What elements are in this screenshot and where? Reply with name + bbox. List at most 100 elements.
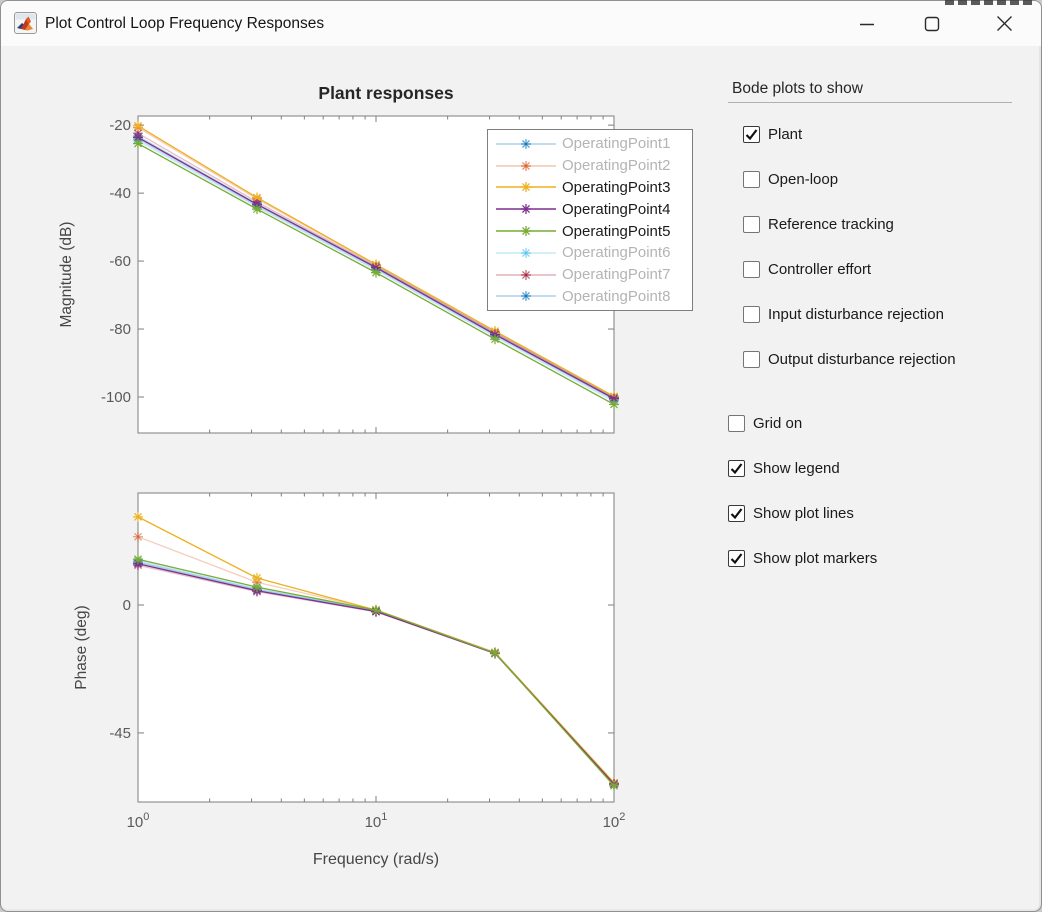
series-operatingpoint5-line: [137, 558, 615, 787]
window-title: Plot Control Loop Frequency Responses: [45, 15, 325, 32]
asterisk-marker: [371, 265, 381, 276]
magnitude-ytick-label: -80: [109, 321, 131, 338]
series-operatingpoint7-markers: [133, 560, 619, 789]
asterisk-marker: [133, 120, 143, 131]
asterisk-marker: [609, 393, 619, 404]
title-bar[interactable]: Plot Control Loop Frequency Responses: [1, 1, 1041, 46]
magnitude-ytick-label: -40: [109, 185, 131, 202]
asterisk-marker: [371, 260, 381, 271]
checkbox-show-legend-box[interactable]: [728, 459, 745, 477]
panel-section-title: Bode plots to show: [732, 80, 863, 97]
asterisk-marker: [489, 648, 500, 659]
legend-label-operatingpoint5: OperatingPoint5: [562, 222, 671, 240]
checkbox-reference-tracking-label: Reference tracking: [768, 216, 894, 233]
checkbox-plant-label: Plant: [768, 126, 803, 143]
asterisk-marker: [489, 647, 500, 658]
asterisk-marker: [251, 584, 262, 595]
asterisk-marker: [489, 326, 500, 337]
magnitude-ylabel: Magnitude (dB): [58, 222, 75, 328]
checkbox-show-legend[interactable]: Show legend: [728, 459, 840, 477]
legend-label-operatingpoint2: OperatingPoint2: [562, 157, 671, 175]
asterisk-marker: [609, 395, 619, 406]
checkbox-show-plot-lines-box[interactable]: [728, 504, 745, 522]
phase-xtick-label: 102: [603, 811, 626, 831]
legend-item-operatingpoint3[interactable]: OperatingPoint3: [488, 177, 692, 199]
series-operatingpoint4-markers: [133, 558, 619, 790]
asterisk-marker: [371, 606, 381, 617]
legend-item-operatingpoint7[interactable]: OperatingPoint7: [488, 264, 692, 286]
minimize-button[interactable]: [845, 2, 889, 45]
asterisk-marker: [251, 572, 262, 583]
checkbox-grid-on-box[interactable]: [728, 414, 745, 432]
checkbox-reference-tracking[interactable]: Reference tracking: [743, 216, 894, 233]
asterisk-marker: [371, 605, 381, 616]
checkbox-controller-effort[interactable]: Controller effort: [743, 261, 871, 278]
legend-item-operatingpoint4[interactable]: OperatingPoint4: [488, 198, 692, 220]
legend-item-operatingpoint1[interactable]: OperatingPoint1: [488, 133, 692, 155]
checkbox-plant[interactable]: Plant: [743, 126, 802, 143]
asterisk-marker: [609, 778, 619, 789]
asterisk-marker: [609, 779, 619, 790]
asterisk-marker: [251, 198, 262, 209]
checkbox-open-loop-box[interactable]: [743, 171, 760, 188]
legend-sample-operatingpoint6: [496, 247, 556, 258]
checkbox-grid-on-label: Grid on: [753, 414, 803, 432]
legend-sample-operatingpoint2: [496, 160, 556, 171]
legend-item-operatingpoint6[interactable]: OperatingPoint6: [488, 242, 692, 264]
series-operatingpoint6-markers: [133, 555, 619, 790]
asterisk-marker: [609, 393, 619, 404]
checkbox-plant-box[interactable]: [743, 126, 760, 143]
asterisk-marker: [251, 202, 262, 213]
checkbox-controller-effort-box[interactable]: [743, 261, 760, 278]
checkbox-show-plot-markers-box[interactable]: [728, 549, 745, 567]
checkbox-reference-tracking-box[interactable]: [743, 216, 760, 233]
series-operatingpoint3-markers: [133, 511, 619, 788]
asterisk-marker: [251, 192, 262, 203]
asterisk-marker: [489, 648, 500, 659]
legend-sample-operatingpoint1: [496, 138, 556, 149]
legend-item-operatingpoint2[interactable]: OperatingPoint2: [488, 155, 692, 177]
asterisk-marker: [133, 558, 143, 569]
asterisk-marker: [133, 531, 143, 542]
asterisk-marker: [371, 259, 381, 270]
asterisk-marker: [251, 583, 262, 594]
asterisk-marker: [371, 605, 381, 616]
checkbox-show-plot-markers[interactable]: Show plot markers: [728, 549, 877, 567]
checkbox-output-disturbance-rejection-label: Output disturbance rejection: [768, 351, 956, 368]
asterisk-marker: [133, 134, 143, 145]
phase-ytick-label: 0: [123, 597, 131, 614]
series-operatingpoint6-line: [137, 560, 615, 785]
legend-sample-operatingpoint8: [496, 291, 556, 302]
legend-item-operatingpoint5[interactable]: OperatingPoint5: [488, 220, 692, 242]
phase-axes: [137, 492, 615, 803]
series-operatingpoint4-line: [137, 563, 615, 785]
checkbox-output-disturbance-rejection-box[interactable]: [743, 351, 760, 368]
checkbox-open-loop-label: Open-loop: [768, 171, 839, 188]
asterisk-marker: [251, 196, 262, 207]
checkbox-show-plot-lines[interactable]: Show plot lines: [728, 504, 854, 522]
checkmark-icon: [730, 507, 743, 519]
asterisk-marker: [251, 199, 262, 210]
asterisk-marker: [251, 577, 262, 588]
legend-label-operatingpoint7: OperatingPoint7: [562, 266, 671, 284]
legend-label-operatingpoint6: OperatingPoint6: [562, 244, 671, 262]
asterisk-marker: [133, 560, 143, 571]
legend-item-operatingpoint8[interactable]: OperatingPoint8: [488, 286, 692, 308]
maximize-button[interactable]: [910, 2, 954, 45]
asterisk-marker: [133, 554, 143, 565]
asterisk-marker: [371, 604, 381, 615]
checkbox-grid-on[interactable]: Grid on: [728, 414, 803, 432]
asterisk-marker: [133, 132, 143, 143]
asterisk-marker: [133, 128, 143, 139]
phase-xtick-label: 100: [127, 811, 150, 831]
close-button[interactable]: [982, 2, 1026, 45]
asterisk-marker: [371, 606, 381, 617]
checkbox-open-loop[interactable]: Open-loop: [743, 171, 838, 188]
legend-label-operatingpoint4: OperatingPoint4: [562, 200, 671, 218]
close-icon: [996, 16, 1012, 31]
checkbox-input-disturbance-rejection-box[interactable]: [743, 306, 760, 323]
checkbox-output-disturbance-rejection[interactable]: Output disturbance rejection: [743, 351, 956, 368]
checkbox-input-disturbance-rejection[interactable]: Input disturbance rejection: [743, 306, 944, 323]
